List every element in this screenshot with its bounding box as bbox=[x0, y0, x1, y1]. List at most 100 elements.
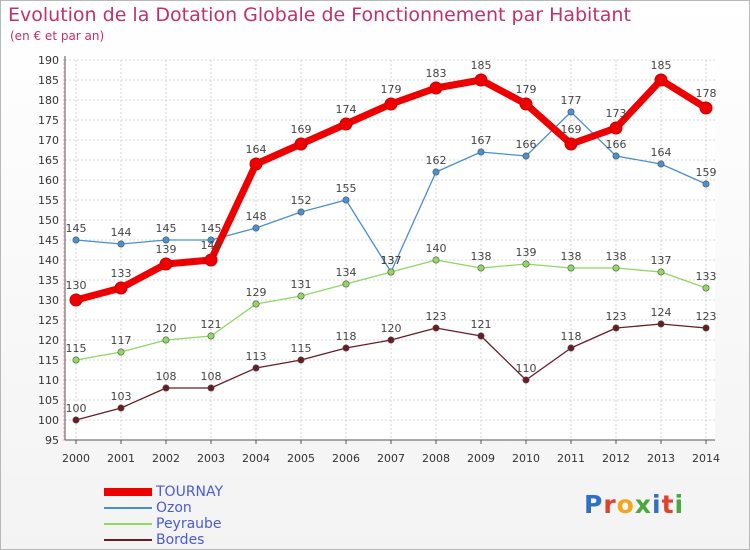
point-ozon bbox=[162, 236, 170, 244]
data-label-peyraube: 120 bbox=[156, 322, 177, 335]
x-tick-label: 2009 bbox=[467, 452, 495, 465]
data-label-ozon: 155 bbox=[336, 182, 357, 195]
proxiti-logo: Proxiti bbox=[584, 490, 685, 519]
point-peyraube bbox=[252, 300, 260, 308]
point-tournay bbox=[159, 257, 173, 271]
data-label-bordes: 118 bbox=[336, 330, 357, 343]
data-label-ozon: 164 bbox=[651, 146, 672, 159]
data-label-tournay: 133 bbox=[111, 267, 132, 280]
data-label-bordes: 110 bbox=[516, 362, 537, 375]
point-peyraube bbox=[702, 284, 710, 292]
point-peyraube bbox=[657, 268, 665, 276]
data-label-peyraube: 117 bbox=[111, 334, 132, 347]
data-label-tournay: 179 bbox=[516, 83, 537, 96]
y-tick-label: 190 bbox=[38, 54, 59, 67]
x-tick-label: 2004 bbox=[242, 452, 270, 465]
data-label-bordes: 123 bbox=[606, 310, 627, 323]
point-peyraube bbox=[567, 264, 575, 272]
point-tournay bbox=[474, 73, 488, 87]
point-peyraube bbox=[162, 336, 170, 344]
point-ozon bbox=[117, 240, 125, 248]
chart-title: Evolution de la Dotation Globale de Fonc… bbox=[8, 4, 631, 26]
data-label-bordes: 100 bbox=[66, 402, 87, 415]
legend-label: Bordes bbox=[156, 532, 205, 548]
data-label-peyraube: 134 bbox=[336, 266, 357, 279]
data-label-bordes: 123 bbox=[426, 310, 447, 323]
point-ozon bbox=[477, 148, 485, 156]
point-tournay bbox=[429, 81, 443, 95]
data-label-tournay: 185 bbox=[651, 59, 672, 72]
x-tick-label: 2011 bbox=[557, 452, 585, 465]
data-label-ozon: 166 bbox=[606, 138, 627, 151]
point-bordes bbox=[342, 344, 350, 352]
data-label-tournay: 169 bbox=[291, 123, 312, 136]
data-label-bordes: 124 bbox=[651, 306, 672, 319]
y-tick-label: 170 bbox=[38, 134, 59, 147]
point-tournay bbox=[519, 97, 533, 111]
data-label-bordes: 118 bbox=[561, 330, 582, 343]
y-tick-label: 95 bbox=[45, 434, 59, 447]
point-ozon bbox=[567, 108, 575, 116]
y-tick-label: 130 bbox=[38, 294, 59, 307]
data-label-tournay: 185 bbox=[471, 59, 492, 72]
data-label-bordes: 123 bbox=[696, 310, 717, 323]
point-peyraube bbox=[387, 268, 395, 276]
data-label-tournay: 173 bbox=[606, 107, 627, 120]
data-label-bordes: 103 bbox=[111, 390, 132, 403]
y-tick-label: 140 bbox=[38, 254, 59, 267]
data-label-ozon: 167 bbox=[471, 134, 492, 147]
point-peyraube bbox=[522, 260, 530, 268]
x-tick-label: 2012 bbox=[602, 452, 630, 465]
data-label-ozon: 148 bbox=[246, 210, 267, 223]
data-label-ozon: 159 bbox=[696, 166, 717, 179]
chart-subtitle: (en € et par an) bbox=[10, 29, 105, 43]
plot-area bbox=[65, 60, 715, 440]
point-bordes bbox=[567, 344, 575, 352]
point-peyraube bbox=[72, 356, 80, 364]
data-label-peyraube: 138 bbox=[471, 250, 492, 263]
point-bordes bbox=[72, 416, 80, 424]
y-tick-label: 155 bbox=[38, 194, 59, 207]
y-tick-label: 150 bbox=[38, 214, 59, 227]
y-tick-label: 145 bbox=[38, 234, 59, 247]
x-tick-label: 2008 bbox=[422, 452, 450, 465]
data-label-ozon: 177 bbox=[561, 94, 582, 107]
data-label-tournay: 139 bbox=[156, 243, 177, 256]
y-tick-label: 100 bbox=[38, 414, 59, 427]
point-tournay bbox=[384, 97, 398, 111]
data-label-ozon: 145 bbox=[156, 222, 177, 235]
point-ozon bbox=[612, 152, 620, 160]
x-tick-label: 2007 bbox=[377, 452, 405, 465]
data-label-peyraube: 139 bbox=[516, 246, 537, 259]
point-tournay bbox=[654, 73, 668, 87]
y-tick-label: 115 bbox=[38, 354, 59, 367]
point-ozon bbox=[72, 236, 80, 244]
point-tournay bbox=[204, 253, 218, 267]
data-label-bordes: 108 bbox=[156, 370, 177, 383]
data-label-peyraube: 137 bbox=[381, 254, 402, 267]
point-bordes bbox=[657, 320, 665, 328]
data-label-ozon: 137 bbox=[381, 254, 402, 267]
point-ozon bbox=[252, 224, 260, 232]
y-tick-label: 120 bbox=[38, 334, 59, 347]
x-tick-label: 2006 bbox=[332, 452, 360, 465]
point-tournay bbox=[69, 293, 83, 307]
point-tournay bbox=[564, 137, 578, 151]
y-tick-label: 125 bbox=[38, 314, 59, 327]
point-bordes bbox=[297, 356, 305, 364]
legend-swatch bbox=[104, 523, 152, 525]
data-label-bordes: 115 bbox=[291, 342, 312, 355]
data-label-tournay: 178 bbox=[696, 87, 717, 100]
data-label-peyraube: 138 bbox=[606, 250, 627, 263]
point-ozon bbox=[522, 152, 530, 160]
data-label-peyraube: 121 bbox=[201, 318, 222, 331]
point-bordes bbox=[207, 384, 215, 392]
data-label-ozon: 145 bbox=[66, 222, 87, 235]
data-label-peyraube: 140 bbox=[426, 242, 447, 255]
data-label-peyraube: 137 bbox=[651, 254, 672, 267]
data-label-tournay: 164 bbox=[246, 143, 267, 156]
x-tick-label: 2010 bbox=[512, 452, 540, 465]
data-label-peyraube: 129 bbox=[246, 286, 267, 299]
data-label-tournay: 179 bbox=[381, 83, 402, 96]
